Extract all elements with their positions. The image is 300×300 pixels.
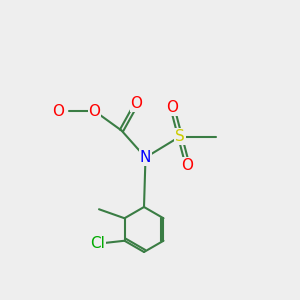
Text: O: O <box>167 100 178 116</box>
Text: O: O <box>88 103 101 118</box>
Text: N: N <box>140 150 151 165</box>
Text: Cl: Cl <box>90 236 105 251</box>
Text: O: O <box>52 103 64 118</box>
Text: O: O <box>130 96 142 111</box>
Text: O: O <box>182 158 194 172</box>
Text: S: S <box>175 129 185 144</box>
